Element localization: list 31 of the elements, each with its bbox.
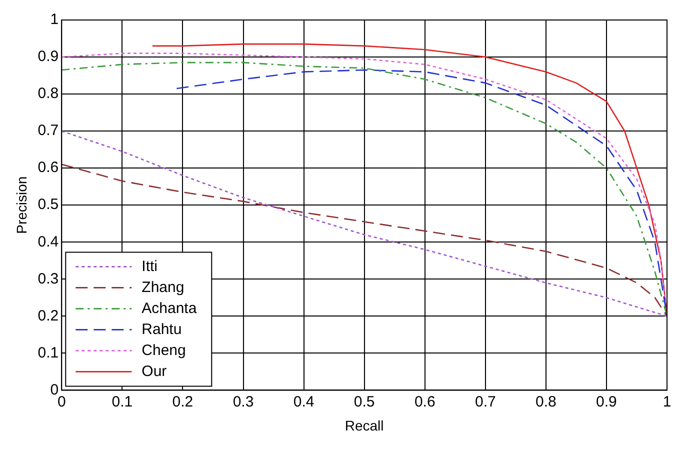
x-tick-label: 0.1 [112, 393, 133, 410]
x-tick-label: 0.7 [474, 393, 496, 410]
x-tick-label: 1 [662, 393, 672, 410]
x-tick-label: 0.5 [354, 393, 375, 410]
y-tick-label: 0.2 [38, 307, 59, 324]
x-tick-label: 0.3 [232, 393, 254, 410]
y-tick-label: 0.4 [38, 233, 59, 250]
x-tick-label: 0.4 [293, 393, 314, 410]
x-tick-label: 0.2 [172, 393, 194, 410]
y-tick-label: 0.3 [38, 270, 59, 288]
y-tick-label: 0.7 [38, 122, 59, 140]
line-series [62, 130, 667, 317]
x-axis-title: Recall [344, 417, 384, 434]
y-tick-label: 0.8 [38, 85, 59, 102]
y-tick-label: 0 [50, 381, 59, 398]
legend-label: Achanta [142, 300, 198, 317]
y-tick-label: 1 [50, 11, 59, 28]
legend-label: Rahtu [142, 320, 182, 338]
legend-label: Zhang [142, 278, 184, 296]
legend-label: Cheng [142, 342, 186, 359]
x-tick-label: 0.9 [596, 393, 617, 410]
legend-label: Itti [142, 258, 158, 275]
line-series [62, 164, 667, 317]
y-tick-label: 0.6 [38, 159, 59, 176]
y-axis-title: Precision [13, 176, 30, 234]
legend-label: Our [142, 362, 167, 380]
x-tick-label: 0.6 [414, 393, 436, 410]
y-tick-label: 0.1 [38, 344, 59, 362]
y-tick-label: 0.5 [38, 196, 59, 214]
x-tick-label: 0.8 [536, 393, 556, 410]
y-tick-label: 0.9 [38, 48, 59, 66]
